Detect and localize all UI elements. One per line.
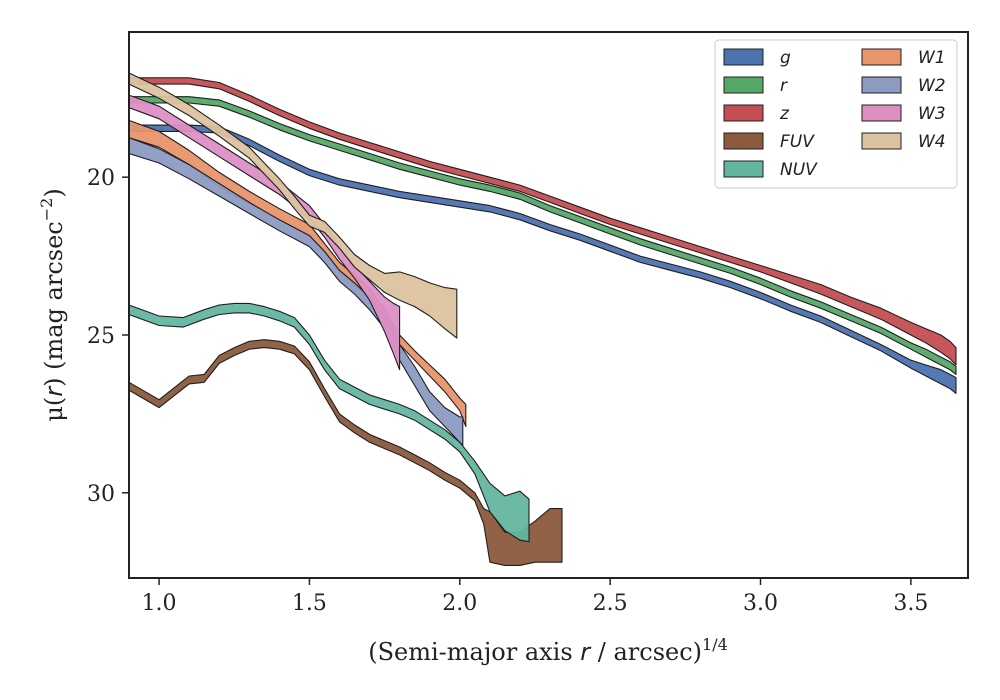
- y-tick-label: 20: [87, 166, 115, 191]
- legend-swatch-w3: [861, 104, 902, 122]
- x-tick-label: 3.5: [893, 591, 928, 616]
- legend-label-r: r: [780, 76, 788, 96]
- x-tick-label: 1.0: [142, 591, 177, 616]
- series-layer: [129, 72, 957, 566]
- legend-swatch-g: [723, 48, 764, 66]
- legend-swatch-nuv: [723, 160, 764, 178]
- x-tick-label: 2.0: [442, 591, 477, 616]
- y-tick-label: 30: [87, 482, 115, 507]
- legend-label-w4: W4: [918, 132, 946, 152]
- legend-swatch-fuv: [723, 132, 764, 150]
- series-band-z: [129, 77, 957, 366]
- legend-label-w3: W3: [918, 104, 946, 124]
- legend-swatch-w4: [861, 132, 902, 150]
- legend-label-fuv: FUV: [780, 132, 815, 152]
- y-axis-label: μ(r) (mag arcsec−2): [37, 188, 68, 421]
- series-band-w2: [129, 137, 464, 446]
- series-band-w3: [129, 94, 401, 371]
- series-band-fuv: [129, 339, 563, 566]
- legend-swatch-w1: [861, 48, 902, 66]
- y-tick-label: 25: [87, 324, 115, 349]
- x-axis-label: (Semi-major axis r / arcsec)1/4: [368, 635, 728, 666]
- plot-frame: [128, 31, 969, 579]
- x-axis: 1.0 1.5 2.0 2.5 3.0 3.5: [142, 578, 928, 616]
- series-band-r: [129, 96, 957, 375]
- series-band-w4: [129, 72, 458, 339]
- x-tick-label: 3.0: [743, 591, 778, 616]
- legend-label-w2: W2: [918, 76, 946, 96]
- x-tick-label: 1.5: [292, 591, 327, 616]
- legend-label-g: g: [780, 48, 791, 68]
- legend-swatch-r: [723, 76, 764, 94]
- y-axis: 20 25 30: [87, 166, 129, 507]
- legend-label-w1: W1: [918, 48, 946, 68]
- legend-label-z: z: [779, 104, 790, 124]
- series-band-nuv: [129, 302, 530, 543]
- series-band-g: [129, 124, 957, 394]
- legend-label-nuv: NUV: [780, 160, 818, 180]
- x-tick-label: 2.5: [593, 591, 628, 616]
- legend: grz FUV NUV W1 W2 W3 W4: [714, 39, 958, 189]
- legend-swatch-z: [723, 104, 764, 122]
- legend-swatch-w2: [861, 76, 902, 94]
